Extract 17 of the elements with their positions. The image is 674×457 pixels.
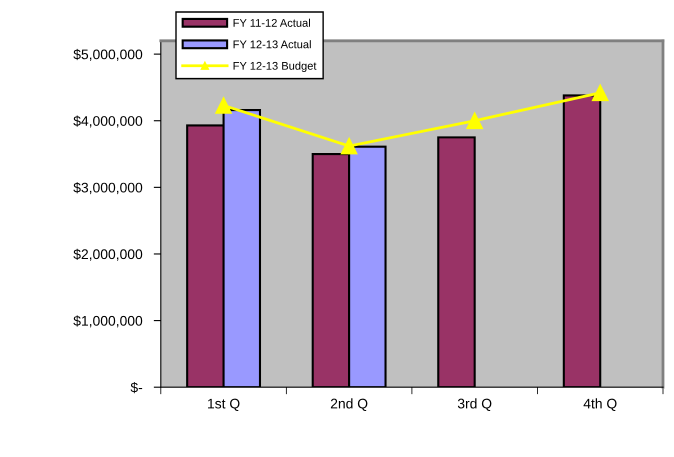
y-tick-label: $5,000,000 (73, 48, 142, 61)
point (215, 97, 232, 114)
point (466, 112, 484, 130)
y-tick-label: $1,000,000 (73, 315, 142, 328)
y-tick-label: $4,000,000 (73, 115, 142, 128)
x-tick-label: 2nd Q (330, 398, 368, 411)
legend-label: FY 12-13 Actual (234, 40, 311, 48)
y-tick-label: $- (130, 382, 142, 394)
x-tick-label: 1st Q (208, 398, 240, 411)
y-tick-label: $3,000,000 (73, 182, 142, 194)
x-tick-label: 4th Q (584, 398, 617, 411)
x-tick-label: 3rd Q (458, 398, 492, 411)
legend-label: FY 12-13 Budget (234, 62, 316, 72)
point (340, 138, 358, 154)
y-tick-label: $2,000,000 (73, 248, 142, 261)
point (592, 84, 609, 102)
legend-label: FY 11-12 Actual (234, 18, 310, 27)
